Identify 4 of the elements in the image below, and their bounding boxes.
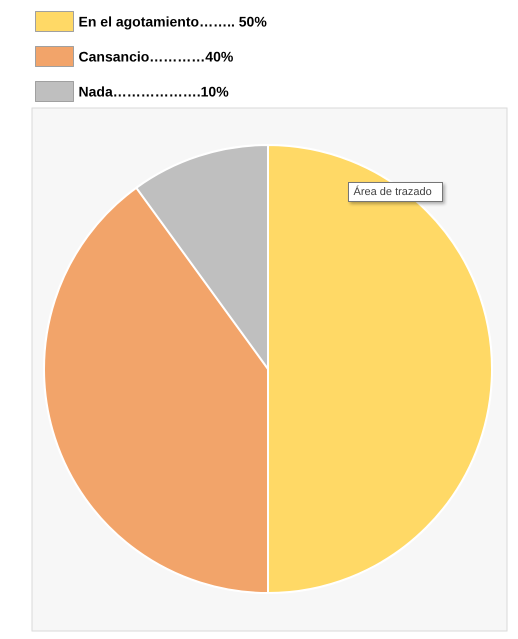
legend-label: En el agotamiento…….. 50% <box>78 14 268 30</box>
legend-label: Nada……………….10% <box>78 84 230 100</box>
text: Área de trazado <box>354 185 432 198</box>
legend-label: Cansancio…………40% <box>78 48 234 64</box>
